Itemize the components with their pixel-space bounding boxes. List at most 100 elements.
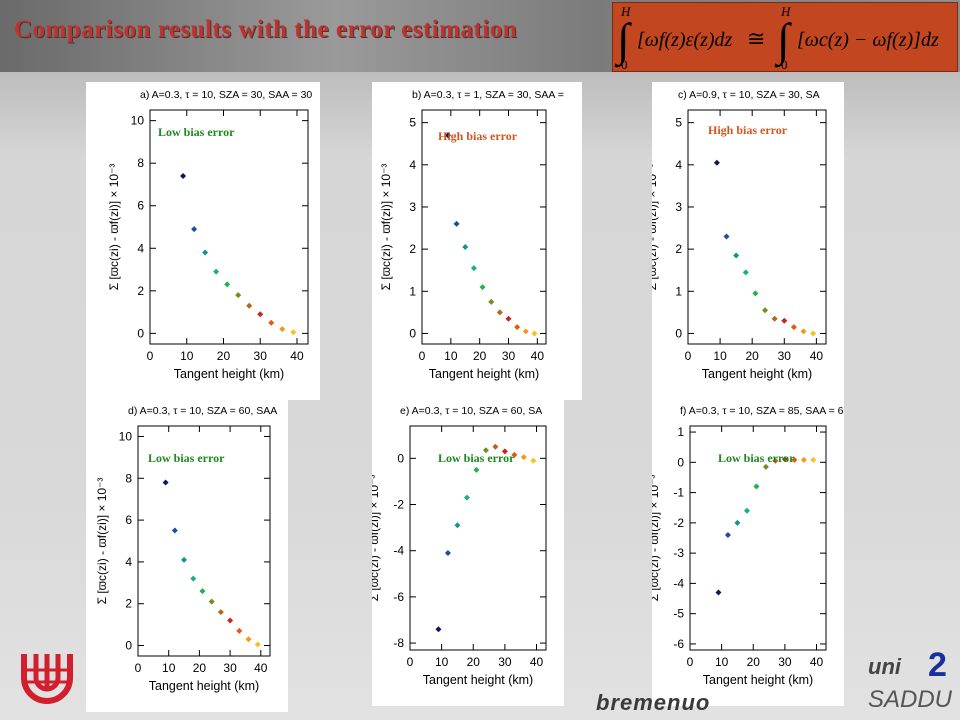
data-point: [208, 598, 215, 605]
chart-panel-a: a) A=0.3, τ = 10, SZA = 30, SAA = 30 0 10 2…: [86, 82, 320, 400]
footer-saddu-text: SADDU: [868, 686, 953, 713]
y-tick-label: -2: [673, 516, 684, 530]
data-point: [453, 220, 460, 227]
plot-frame: [689, 425, 827, 651]
data-point: [496, 309, 503, 316]
y-tick-label: -2: [393, 498, 404, 512]
x-tick-label: 0: [407, 655, 414, 669]
x-tick-label: 0: [147, 349, 154, 363]
data-point: [236, 627, 243, 634]
x-tick-label: 20: [193, 661, 207, 675]
y-axis-label: Σ [ϖc(zi) - ϖf(zi)] × 10⁻³: [652, 164, 659, 291]
data-point: [482, 447, 489, 454]
y-tick-label: -1: [673, 486, 684, 500]
chart-panel-b: b) A=0.3, τ = 1, SZA = 30, SAA = 0 10 20 30 4…: [372, 82, 582, 400]
data-point: [473, 466, 480, 473]
y-tick-label: 3: [409, 200, 416, 214]
data-point: [531, 330, 538, 337]
x-axis-label: Tangent height (km): [174, 367, 284, 381]
data-point: [190, 575, 197, 582]
data-point: [246, 302, 253, 309]
y-tick-label: 2: [675, 242, 682, 256]
y-tick-label: 2: [137, 284, 144, 298]
y-tick-label: -4: [673, 576, 684, 590]
data-point: [781, 317, 788, 324]
data-point: [752, 290, 759, 297]
x-tick-label: 0: [135, 661, 142, 675]
x-axis-label: Tangent height (km): [429, 367, 539, 381]
y-tick-label: 1: [409, 284, 416, 298]
data-point: [715, 589, 722, 596]
eq-lower-limit-2: 0: [781, 57, 788, 72]
x-tick-label: 30: [778, 655, 792, 669]
data-point: [753, 483, 760, 490]
chart-svg-a: a) A=0.3, τ = 10, SZA = 30, SAA = 30 0 10 2…: [107, 89, 312, 381]
y-axis-label: Σ [ϖc(zi) - ϖf(zi)] × 10⁻³: [107, 164, 121, 291]
chart-panel-f: f) A=0.3, τ = 10, SZA = 85, SAA = 60 0 10 2…: [652, 398, 844, 706]
data-point: [743, 507, 750, 514]
data-point: [444, 550, 451, 557]
plot-frame: [421, 109, 547, 345]
y-tick-label: 5: [409, 116, 416, 130]
data-point: [444, 132, 451, 139]
y-tick-label: 8: [125, 471, 132, 485]
slide-number: 2: [928, 646, 947, 684]
x-tick-label: 20: [746, 349, 760, 363]
data-point: [217, 609, 224, 616]
x-tick-label: 0: [687, 655, 694, 669]
x-tick-label: 30: [223, 661, 237, 675]
y-tick-label: -3: [673, 546, 684, 560]
y-tick-label: 0: [677, 455, 684, 469]
eq-left-integrand: [ωf(z)ε(z)dz: [637, 29, 733, 51]
data-point: [463, 494, 470, 501]
data-point: [254, 641, 261, 648]
chart-title: b) A=0.3, τ = 1, SZA = 30, SAA =: [412, 89, 564, 101]
data-point: [800, 456, 807, 463]
y-axis-label: Σ [ϖc(zi) - ϖf(zi)] × 10⁻³: [95, 478, 109, 605]
data-point: [520, 454, 527, 461]
chart-title: c) A=0.9, τ = 10, SZA = 30, SA: [678, 89, 820, 101]
data-point: [724, 531, 731, 538]
eq-approx: ≅: [747, 26, 765, 51]
data-point: [257, 311, 264, 318]
university-logo: [21, 654, 73, 704]
data-point: [470, 265, 477, 272]
x-tick-label: 30: [498, 655, 512, 669]
x-tick-label: 40: [810, 349, 824, 363]
footer-bremen-text: bremenuo: [596, 690, 711, 715]
x-axis-label: Tangent height (km): [702, 367, 812, 381]
data-point: [742, 269, 749, 276]
data-point: [762, 463, 769, 470]
data-point: [454, 522, 461, 529]
plot-frame: [409, 425, 547, 651]
data-point: [791, 456, 798, 463]
data-point: [479, 284, 486, 291]
data-point: [723, 233, 730, 240]
x-tick-label: 40: [290, 349, 304, 363]
data-point: [268, 319, 275, 326]
data-point: [781, 456, 788, 463]
bias-annotation: High bias error: [438, 129, 518, 143]
y-tick-label: 4: [125, 555, 132, 569]
eq-upper-limit-1: H: [620, 4, 631, 19]
bias-annotation: Low bias error: [148, 451, 225, 465]
footer-uni-text: uni: [868, 654, 901, 679]
plot-frame: [687, 109, 827, 345]
y-tick-label: -4: [393, 544, 404, 558]
x-axis-label: Tangent height (km): [703, 673, 813, 687]
x-tick-label: 30: [778, 349, 792, 363]
chart-title: d) A=0.3, τ = 10, SZA = 60, SAA: [128, 405, 277, 417]
y-tick-label: 1: [677, 425, 684, 439]
data-point: [235, 292, 242, 299]
y-axis-label: Σ [ϖc(zi) - ϖf(zi)] × 10⁻³: [379, 164, 393, 291]
x-tick-label: 10: [444, 349, 458, 363]
bias-annotation: High bias error: [708, 123, 788, 137]
data-point: [762, 307, 769, 314]
x-tick-label: 20: [467, 655, 481, 669]
y-tick-label: 3: [675, 200, 682, 214]
x-tick-label: 20: [473, 349, 487, 363]
data-point: [162, 479, 169, 486]
chart-title: f) A=0.3, τ = 10, SZA = 85, SAA = 60: [680, 405, 844, 417]
chart-svg-c: c) A=0.9, τ = 10, SZA = 30, SA 0 10 20 30 40 0…: [652, 89, 827, 381]
